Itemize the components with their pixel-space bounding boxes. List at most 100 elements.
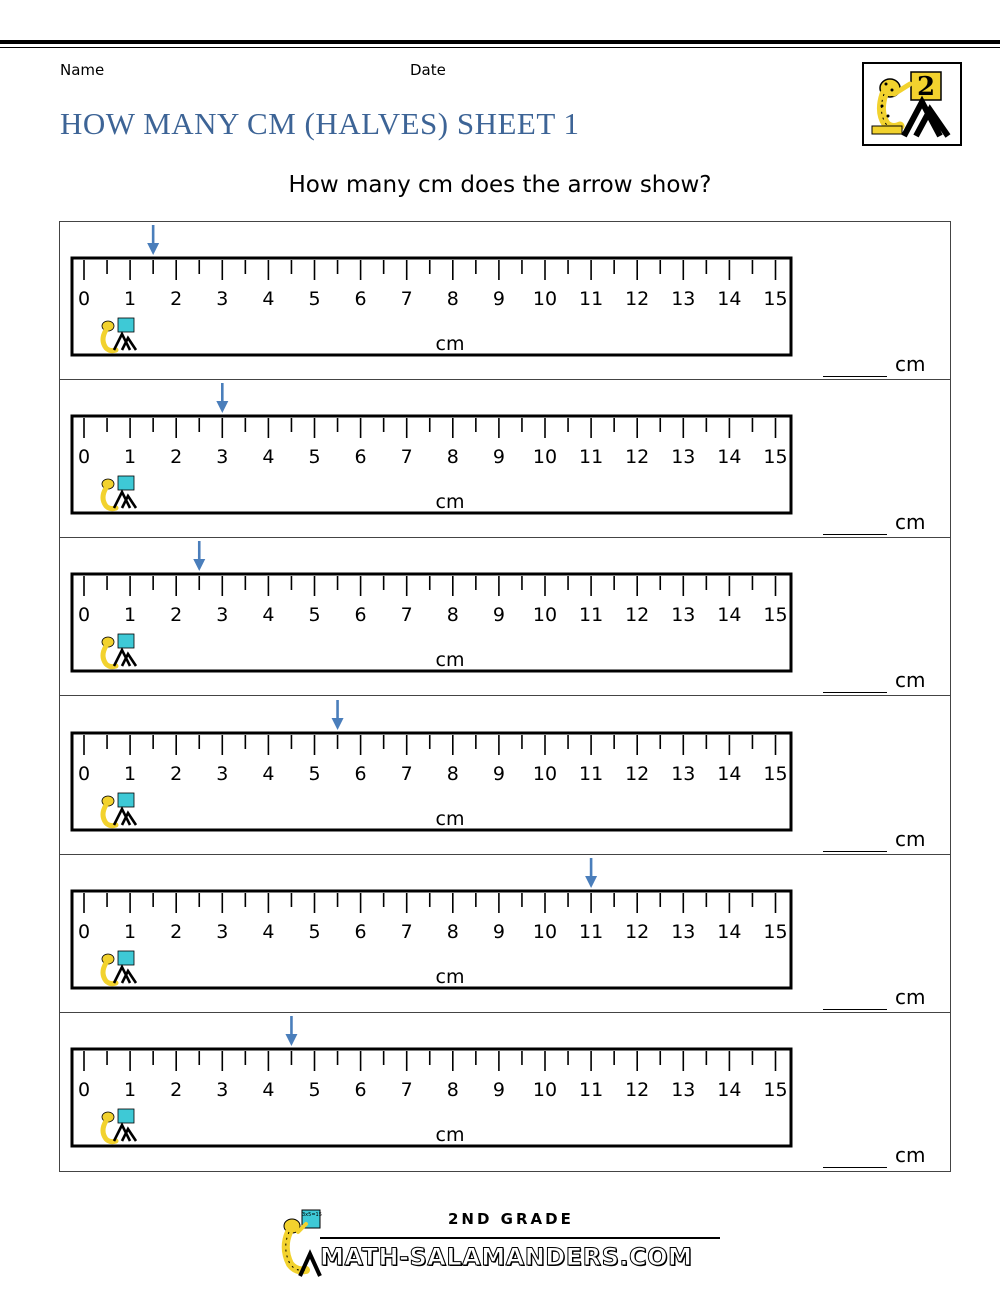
ruler-logo-icon [100,950,138,986]
question-row: 0 1 2 3 4 5 6 7 8 9 10 11 12 13 14 15 cm cm [60,380,950,539]
arrow-down-icon [331,717,344,730]
answer-unit: cm [895,984,926,1009]
top-rule-thin [0,47,1000,48]
ruler-unit-label: cm [436,966,465,988]
ruler-label: 8 [447,446,459,468]
instruction: How many cm does the arrow show? [288,172,712,198]
ruler-label: 15 [763,604,787,626]
arrow-down-icon [216,401,229,414]
ruler-unit-label: cm [436,649,465,671]
footer-logo: 3x5=15 2ND GRADE MATH-SALAMANDERS.COM [276,1206,726,1278]
ruler-body [70,572,793,673]
ruler-label: 15 [763,288,787,310]
ruler-label: 3 [216,763,228,785]
ruler-label: 6 [355,1079,367,1101]
ruler-label: 9 [493,763,505,785]
ruler-unit-label: cm [436,333,465,355]
ruler-label: 5 [308,1079,320,1101]
ruler-label: 8 [447,288,459,310]
ruler-label: 1 [124,288,136,310]
answer-blank[interactable] [823,534,887,536]
ruler-label: 13 [671,763,695,785]
question-grid: 0 1 2 3 4 5 6 7 8 9 10 11 12 13 14 15 cm cm 0 1 2 3 4 5 6 7 8 9 10 11… [59,221,951,1172]
ruler-body [70,731,793,832]
ruler-label: 14 [717,921,741,943]
ruler-label: 14 [717,288,741,310]
ruler-label: 13 [671,1079,695,1101]
answer-blank[interactable] [823,850,887,852]
ruler-logo-icon [100,792,138,828]
ruler-label: 5 [308,446,320,468]
ruler-label: 10 [533,1079,557,1101]
ruler-label: 4 [262,763,274,785]
answer-unit: cm [895,826,926,851]
ruler-label: 7 [401,1079,413,1101]
ruler-label: 15 [763,921,787,943]
ruler-label: 1 [124,1079,136,1101]
ruler-label: 10 [533,604,557,626]
ruler-label: 2 [170,446,182,468]
answer-unit: cm [895,352,926,376]
ruler-label: 0 [78,921,90,943]
answer-blank[interactable] [823,376,887,377]
question-row: 0 1 2 3 4 5 6 7 8 9 10 11 12 13 14 15 cm cm [60,538,950,697]
ruler-label: 6 [355,446,367,468]
ruler-label: 13 [671,446,695,468]
ruler-label: 0 [78,1079,90,1101]
ruler-label: 4 [262,604,274,626]
ruler-label: 10 [533,288,557,310]
ruler-label: 11 [579,921,603,943]
ruler-label: 11 [579,446,603,468]
date-label: Date [410,61,446,79]
ruler-label: 6 [355,921,367,943]
ruler-logo-icon [100,317,138,354]
ruler-label: 5 [308,763,320,785]
sheet-title: HOW MANY CM (HALVES) SHEET 1 [60,106,580,141]
ruler-unit-label: cm [436,491,465,513]
ruler-label: 3 [216,921,228,943]
ruler-label: 11 [579,763,603,785]
ruler-label: 4 [262,288,274,310]
ruler-label: 7 [401,763,413,785]
ruler-body [70,889,793,990]
ruler-unit-label: cm [436,808,465,830]
ruler-label: 0 [78,288,90,310]
ruler-label: 2 [170,288,182,310]
top-rule [0,40,1000,44]
ruler-label: 11 [579,604,603,626]
ruler-body [70,414,793,515]
ruler-label: 1 [124,604,136,626]
answer-blank[interactable] [823,1008,887,1010]
ruler-logo-icon [100,1108,138,1145]
question-row: 0 1 2 3 4 5 6 7 8 9 10 11 12 13 14 15 cm cm [60,697,950,855]
answer-unit: cm [895,1143,926,1167]
arrow-down-icon [147,243,160,255]
ruler-label: 15 [763,1079,787,1101]
logo: 2 [862,62,962,146]
ruler-label: 5 [308,604,320,626]
ruler-label: 7 [401,288,413,310]
ruler-label: 7 [401,604,413,626]
ruler-label: 9 [493,921,505,943]
ruler-label: 14 [717,763,741,785]
answer-blank[interactable] [823,1167,887,1168]
logo-grade-number: 2 [917,72,935,102]
ruler-logo-icon [100,475,138,512]
ruler-label: 4 [262,1079,274,1101]
ruler-label: 7 [401,921,413,943]
ruler-label: 14 [717,446,741,468]
ruler-label: 10 [533,921,557,943]
ruler-label: 14 [717,604,741,626]
ruler-label: 13 [671,604,695,626]
answer-blank[interactable] [823,692,887,694]
ruler-label: 12 [625,763,649,785]
ruler-label: 12 [625,921,649,943]
ruler-label: 4 [262,446,274,468]
ruler-label: 4 [262,921,274,943]
ruler-label: 3 [216,446,228,468]
